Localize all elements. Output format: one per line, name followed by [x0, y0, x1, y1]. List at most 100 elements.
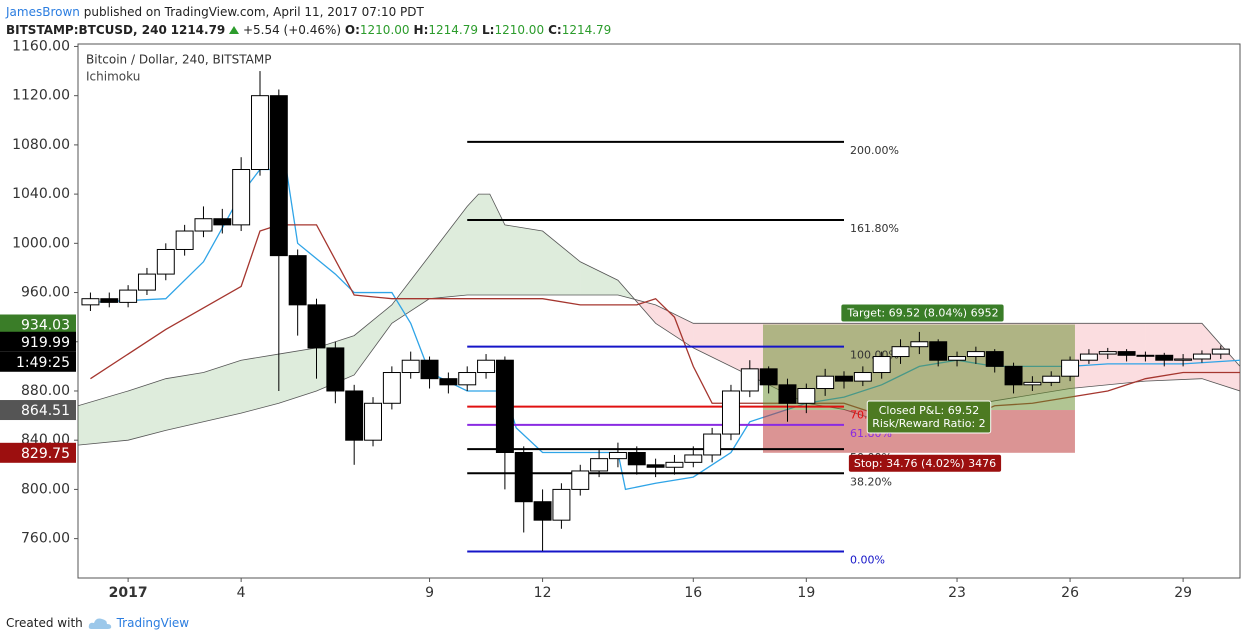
- candle-body: [1042, 375, 1061, 383]
- cloud-fill: [165, 372, 204, 431]
- indicator-name: Ichimoku: [86, 70, 140, 84]
- candle-body: [288, 255, 307, 306]
- ohlc-value: 1214.79: [561, 23, 612, 37]
- closed-pnl: Closed P&L: 69.52: [879, 404, 979, 417]
- candle-body: [1117, 351, 1136, 356]
- candle-body: [458, 372, 477, 386]
- cloud-fill: [203, 360, 242, 422]
- x-tick-label: 29: [1174, 585, 1192, 601]
- y-tick-label: 960.00: [21, 285, 70, 301]
- candle-body: [571, 470, 590, 490]
- y-tick-label: 1040.00: [12, 186, 70, 202]
- x-tick-label: 16: [684, 585, 702, 601]
- x-tick-label: 2017: [109, 585, 148, 601]
- up-arrow: [229, 26, 240, 34]
- ohlc-label: H:: [413, 23, 429, 37]
- target-label-bg: [841, 304, 1004, 322]
- cloud-fill: [241, 354, 279, 414]
- candle-body: [1023, 381, 1042, 386]
- cloud-fill: [78, 390, 129, 446]
- candle-body: [81, 298, 100, 306]
- publish-line: JamesBrown published on TradingView.com,…: [6, 3, 615, 21]
- candle-body: [533, 501, 552, 521]
- price-tag: [0, 314, 76, 335]
- candle-body: [985, 351, 1004, 367]
- cloud-fill: [504, 224, 543, 296]
- ohlc-value: 1210.00: [494, 23, 545, 37]
- candle-body: [495, 359, 514, 453]
- y-tick-label: 1160.00: [12, 38, 70, 54]
- cloud-fill: [478, 194, 490, 296]
- fib-label: 38.20%: [850, 475, 892, 488]
- candle-body: [401, 359, 420, 374]
- countdown: 1:49:25: [16, 355, 70, 371]
- y-tick-label: 800.00: [21, 481, 70, 497]
- candle-body: [137, 273, 156, 291]
- created-with: Created with: [6, 616, 83, 630]
- cloud-fill: [128, 378, 166, 441]
- x-tick-label: 19: [797, 585, 815, 601]
- cloud-fill: [730, 323, 769, 385]
- ohlc-value: 1210.00: [359, 23, 410, 37]
- candle-body: [608, 451, 627, 460]
- candle-body: [420, 359, 439, 380]
- span-b: [78, 294, 1240, 446]
- candle-body: [1079, 353, 1098, 361]
- x-tick-label: 23: [948, 585, 966, 601]
- y-tick-label: 1120.00: [12, 88, 70, 104]
- chart: 200.00%161.80%100.00%70.70%61.80%50.00%3…: [0, 38, 1241, 601]
- cloud-fill: [580, 261, 618, 296]
- candle-body: [948, 356, 967, 361]
- candle-body: [514, 451, 533, 503]
- author[interactable]: JamesBrown: [6, 5, 80, 19]
- candle-body: [269, 95, 288, 257]
- candle-body: [1192, 353, 1211, 360]
- y-tick-label: 760.00: [21, 531, 70, 547]
- fib-label: 0.00%: [850, 554, 885, 567]
- candle-body: [345, 390, 364, 441]
- candle-body: [684, 454, 703, 463]
- closed-label-bg: [866, 400, 992, 434]
- candle-body: [1098, 351, 1117, 355]
- stop-label: Stop: 34.76 (4.02%) 3476: [854, 457, 996, 470]
- candle-body: [232, 169, 251, 226]
- candle-body: [100, 298, 119, 303]
- ohlc-value: 1214.79: [428, 23, 478, 37]
- brand[interactable]: TradingView: [116, 616, 190, 630]
- candle-body: [1136, 354, 1155, 357]
- cloud-fill: [278, 347, 317, 404]
- x-tick-label: 12: [534, 585, 552, 601]
- ohlc-label: O:: [344, 23, 360, 37]
- x-tick-label: 4: [237, 585, 246, 601]
- candle-body: [590, 458, 609, 472]
- candle-body: [326, 347, 345, 392]
- candle-body: [778, 384, 797, 404]
- price-tag: [0, 331, 76, 352]
- ohlc-label: L:: [482, 23, 495, 37]
- cloud-fill: [354, 304, 392, 375]
- target-label: Target: 69.52 (8.04%) 6952: [846, 306, 998, 319]
- ohlc-label: C:: [548, 23, 562, 37]
- x-tick-label: 26: [1061, 585, 1079, 601]
- candle-body: [721, 390, 740, 435]
- candle-body: [364, 402, 382, 441]
- candle-body: [119, 289, 138, 303]
- candle-body: [1155, 354, 1174, 361]
- candle-body: [665, 461, 684, 468]
- candle-body: [966, 351, 985, 358]
- fib-label: 200.00%: [850, 144, 899, 157]
- published: published on TradingView.com, April 11, …: [83, 5, 424, 19]
- countdown-tag: [0, 351, 76, 372]
- fib-label: 161.80%: [850, 222, 899, 235]
- price-tag-label: 829.75: [21, 446, 70, 462]
- price-tag-label: 919.99: [21, 335, 70, 351]
- candle-body: [835, 375, 853, 382]
- symbol: BITSTAMP:BTCUSD, 240: [6, 23, 167, 37]
- footer: Created with TradingView: [6, 616, 189, 630]
- cloud-fill: [542, 231, 581, 296]
- price-tag-label: 864.51: [21, 403, 70, 419]
- candle-body: [1174, 358, 1193, 361]
- candle-body: [156, 248, 175, 275]
- x-tick-label: 9: [425, 585, 434, 601]
- candle-body: [439, 378, 458, 386]
